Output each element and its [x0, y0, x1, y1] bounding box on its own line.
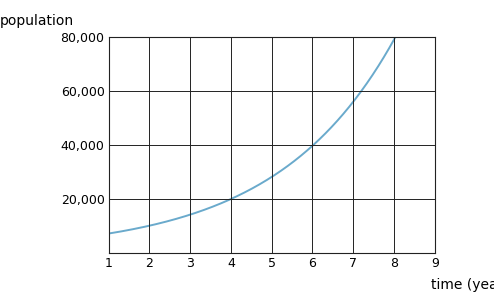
- Y-axis label: population: population: [0, 14, 74, 28]
- X-axis label: time (years): time (years): [431, 278, 494, 292]
